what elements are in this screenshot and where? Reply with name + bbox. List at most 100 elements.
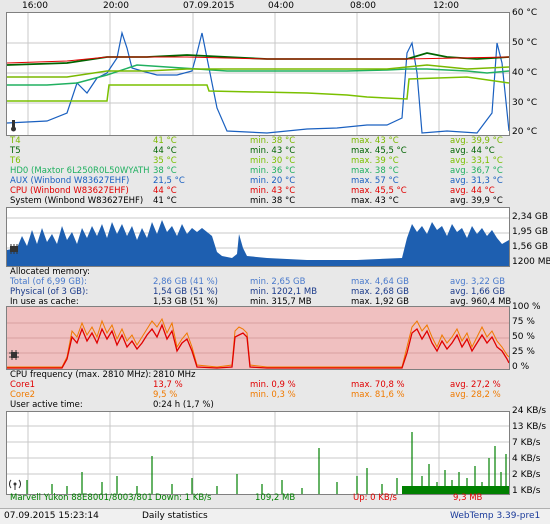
cpu-frequency-label: CPU frequency (max. 2810 MHz): xyxy=(10,370,152,380)
sensor-max: max. 43 °C xyxy=(351,196,399,206)
net-axis-label: 13 KB/s xyxy=(512,422,547,432)
network-graph xyxy=(6,411,510,495)
sensor-name: T6 xyxy=(10,156,21,166)
time-label: 12:00 xyxy=(433,1,459,11)
sensor-row: HD0 (Maxtor 6L250R0L50WYATH 38 °C min. 3… xyxy=(10,166,540,176)
temp-axis-label: 20 °C xyxy=(512,127,538,137)
mem-axis-label: 1,56 GB xyxy=(512,242,549,252)
sensor-name: T5 xyxy=(10,146,21,156)
core-current: 13,7 % xyxy=(153,380,183,390)
sensor-min: min. 38 °C xyxy=(250,196,296,206)
sensor-min: min. 43 °C xyxy=(250,186,296,196)
network-graph-canvas xyxy=(7,412,509,494)
sensor-current: 44 °C xyxy=(153,146,177,156)
sensor-current: 38 °C xyxy=(153,166,177,176)
core-min: min. 0,3 % xyxy=(250,390,296,400)
sensor-max: max. 38 °C xyxy=(351,166,399,176)
temp-axis-label: 60 °C xyxy=(512,8,538,18)
network-row: Marvell Yukon 88E8001/8003/801 Down: 1 K… xyxy=(10,493,540,503)
time-label: 08:00 xyxy=(350,1,376,11)
sensor-max: max. 45,5 °C xyxy=(351,146,407,156)
memory-graph xyxy=(6,207,510,267)
memory-min: min. 2,65 GB xyxy=(250,277,306,287)
sensor-row: T5 44 °C min. 43 °C max. 45,5 °C avg. 44… xyxy=(10,146,540,156)
memory-name: Physical (of 3 GB): xyxy=(10,287,89,297)
sensor-max: max. 45,5 °C xyxy=(351,186,407,196)
sensor-current: 21,5 °C xyxy=(153,176,185,186)
sensor-avg: avg. 39,9 °C xyxy=(450,136,503,146)
sensor-row: System (Winbond W83627EHF) 41 °C min. 38… xyxy=(10,196,540,206)
core-name: Core1 xyxy=(10,380,36,390)
memory-max: max. 1,92 GB xyxy=(351,297,409,307)
sensor-max: max. 57 °C xyxy=(351,176,399,186)
core-avg: avg. 27,2 % xyxy=(450,380,501,390)
cpu-graph-canvas xyxy=(7,317,510,369)
sensor-min: min. 30 °C xyxy=(250,156,296,166)
current-datetime: 07.09.2015 15:23:14 xyxy=(4,511,99,521)
sensor-max: max. 43 °C xyxy=(351,136,399,146)
sensor-max: max. 39 °C xyxy=(351,156,399,166)
sensor-min: min. 38 °C xyxy=(250,136,296,146)
memory-row: Total (of 6,99 GB): 2,86 GB (41 %) min. … xyxy=(10,277,540,287)
version-link[interactable]: WebTemp 3.39-pre1 xyxy=(450,511,541,521)
temp-axis-label: 50 °C xyxy=(512,38,538,48)
sensor-name: System (Winbond W83627EHF) xyxy=(10,196,144,206)
cpu-axis-label: 100 % xyxy=(512,302,541,312)
time-label: 04:00 xyxy=(268,1,294,11)
cpu-frequency-row: CPU frequency (max. 2810 MHz): 2810 MHz xyxy=(10,370,540,380)
sensor-min: min. 36 °C xyxy=(250,166,296,176)
core-current: 9,5 % xyxy=(153,390,178,400)
sensor-current: 41 °C xyxy=(153,196,177,206)
memory-name: Total (of 6,99 GB): xyxy=(10,277,87,287)
cpu-graph xyxy=(6,306,510,370)
network-up-total: 9,3 MB xyxy=(453,493,483,503)
status-bar: 07.09.2015 15:23:14 Daily statistics Web… xyxy=(0,508,550,524)
net-axis-label: 4 KB/s xyxy=(512,454,541,464)
temperature-graph-canvas xyxy=(6,13,510,135)
sensor-row: T4 41 °C min. 38 °C max. 43 °C avg. 39,9… xyxy=(10,136,540,146)
sensor-min: min. 43 °C xyxy=(250,146,296,156)
network-up: Up: 0 KB/s xyxy=(353,493,397,503)
core-min: min. 0,9 % xyxy=(250,380,296,390)
temp-axis-label: 30 °C xyxy=(512,98,538,108)
sensor-avg: avg. 44 °C xyxy=(450,186,495,196)
temp-axis-label: 40 °C xyxy=(512,68,538,78)
net-axis-label: 2 KB/s xyxy=(512,470,541,480)
daily-statistics-link[interactable]: Daily statistics xyxy=(142,511,208,521)
time-label: 16:00 xyxy=(22,1,48,11)
sensor-min: min. 20 °C xyxy=(250,176,296,186)
time-label: 07.09.2015 xyxy=(183,1,235,11)
sensor-name: HD0 (Maxtor 6L250R0L50WYATH xyxy=(10,166,150,176)
cpu-axis-label: 50 % xyxy=(512,332,535,342)
net-axis-label: 7 KB/s xyxy=(512,438,541,448)
mem-axis-label: 1,95 GB xyxy=(512,227,549,237)
memory-avg: avg. 960,4 MB xyxy=(450,297,512,307)
net-axis-label: 24 KB/s xyxy=(512,406,547,416)
core-row: Core1 13,7 % min. 0,9 % max. 70,8 % avg.… xyxy=(10,380,540,390)
sensor-name: AUX (Winbond W83627EHF) xyxy=(10,176,130,186)
memory-graph-canvas xyxy=(7,217,509,266)
memory-title: Allocated memory: xyxy=(10,267,91,277)
user-active-label: User active time: xyxy=(10,400,83,410)
sensor-row: T6 35 °C min. 30 °C max. 39 °C avg. 33,1… xyxy=(10,156,540,166)
user-active-row: User active time: 0:24 h (1,7 %) xyxy=(10,400,540,410)
sensor-current: 44 °C xyxy=(153,186,177,196)
memory-current: 2,86 GB (41 %) xyxy=(153,277,218,287)
sensor-avg: avg. 44 °C xyxy=(450,146,495,156)
memory-current: 1,54 GB (51 %) xyxy=(153,287,218,297)
sensor-avg: avg. 39,9 °C xyxy=(450,196,503,206)
core-avg: avg. 28,2 % xyxy=(450,390,501,400)
cpu-chip-icon xyxy=(9,350,19,360)
cpu-axis-label: 25 % xyxy=(512,347,535,357)
memory-min: min. 315,7 MB xyxy=(250,297,312,307)
temperature-graph xyxy=(6,12,510,136)
sensor-avg: avg. 36,7 °C xyxy=(450,166,503,176)
mem-axis-label: 2,34 GB xyxy=(512,212,549,222)
network-down: Down: 1 KB/s xyxy=(155,493,212,503)
sensor-name: T4 xyxy=(10,136,21,146)
memory-max: max. 4,64 GB xyxy=(351,277,409,287)
sensor-avg: avg. 31,3 °C xyxy=(450,176,503,186)
sensor-current: 35 °C xyxy=(153,156,177,166)
mem-axis-label: 1200 MB xyxy=(512,257,550,267)
memory-max: max. 2,68 GB xyxy=(351,287,409,297)
